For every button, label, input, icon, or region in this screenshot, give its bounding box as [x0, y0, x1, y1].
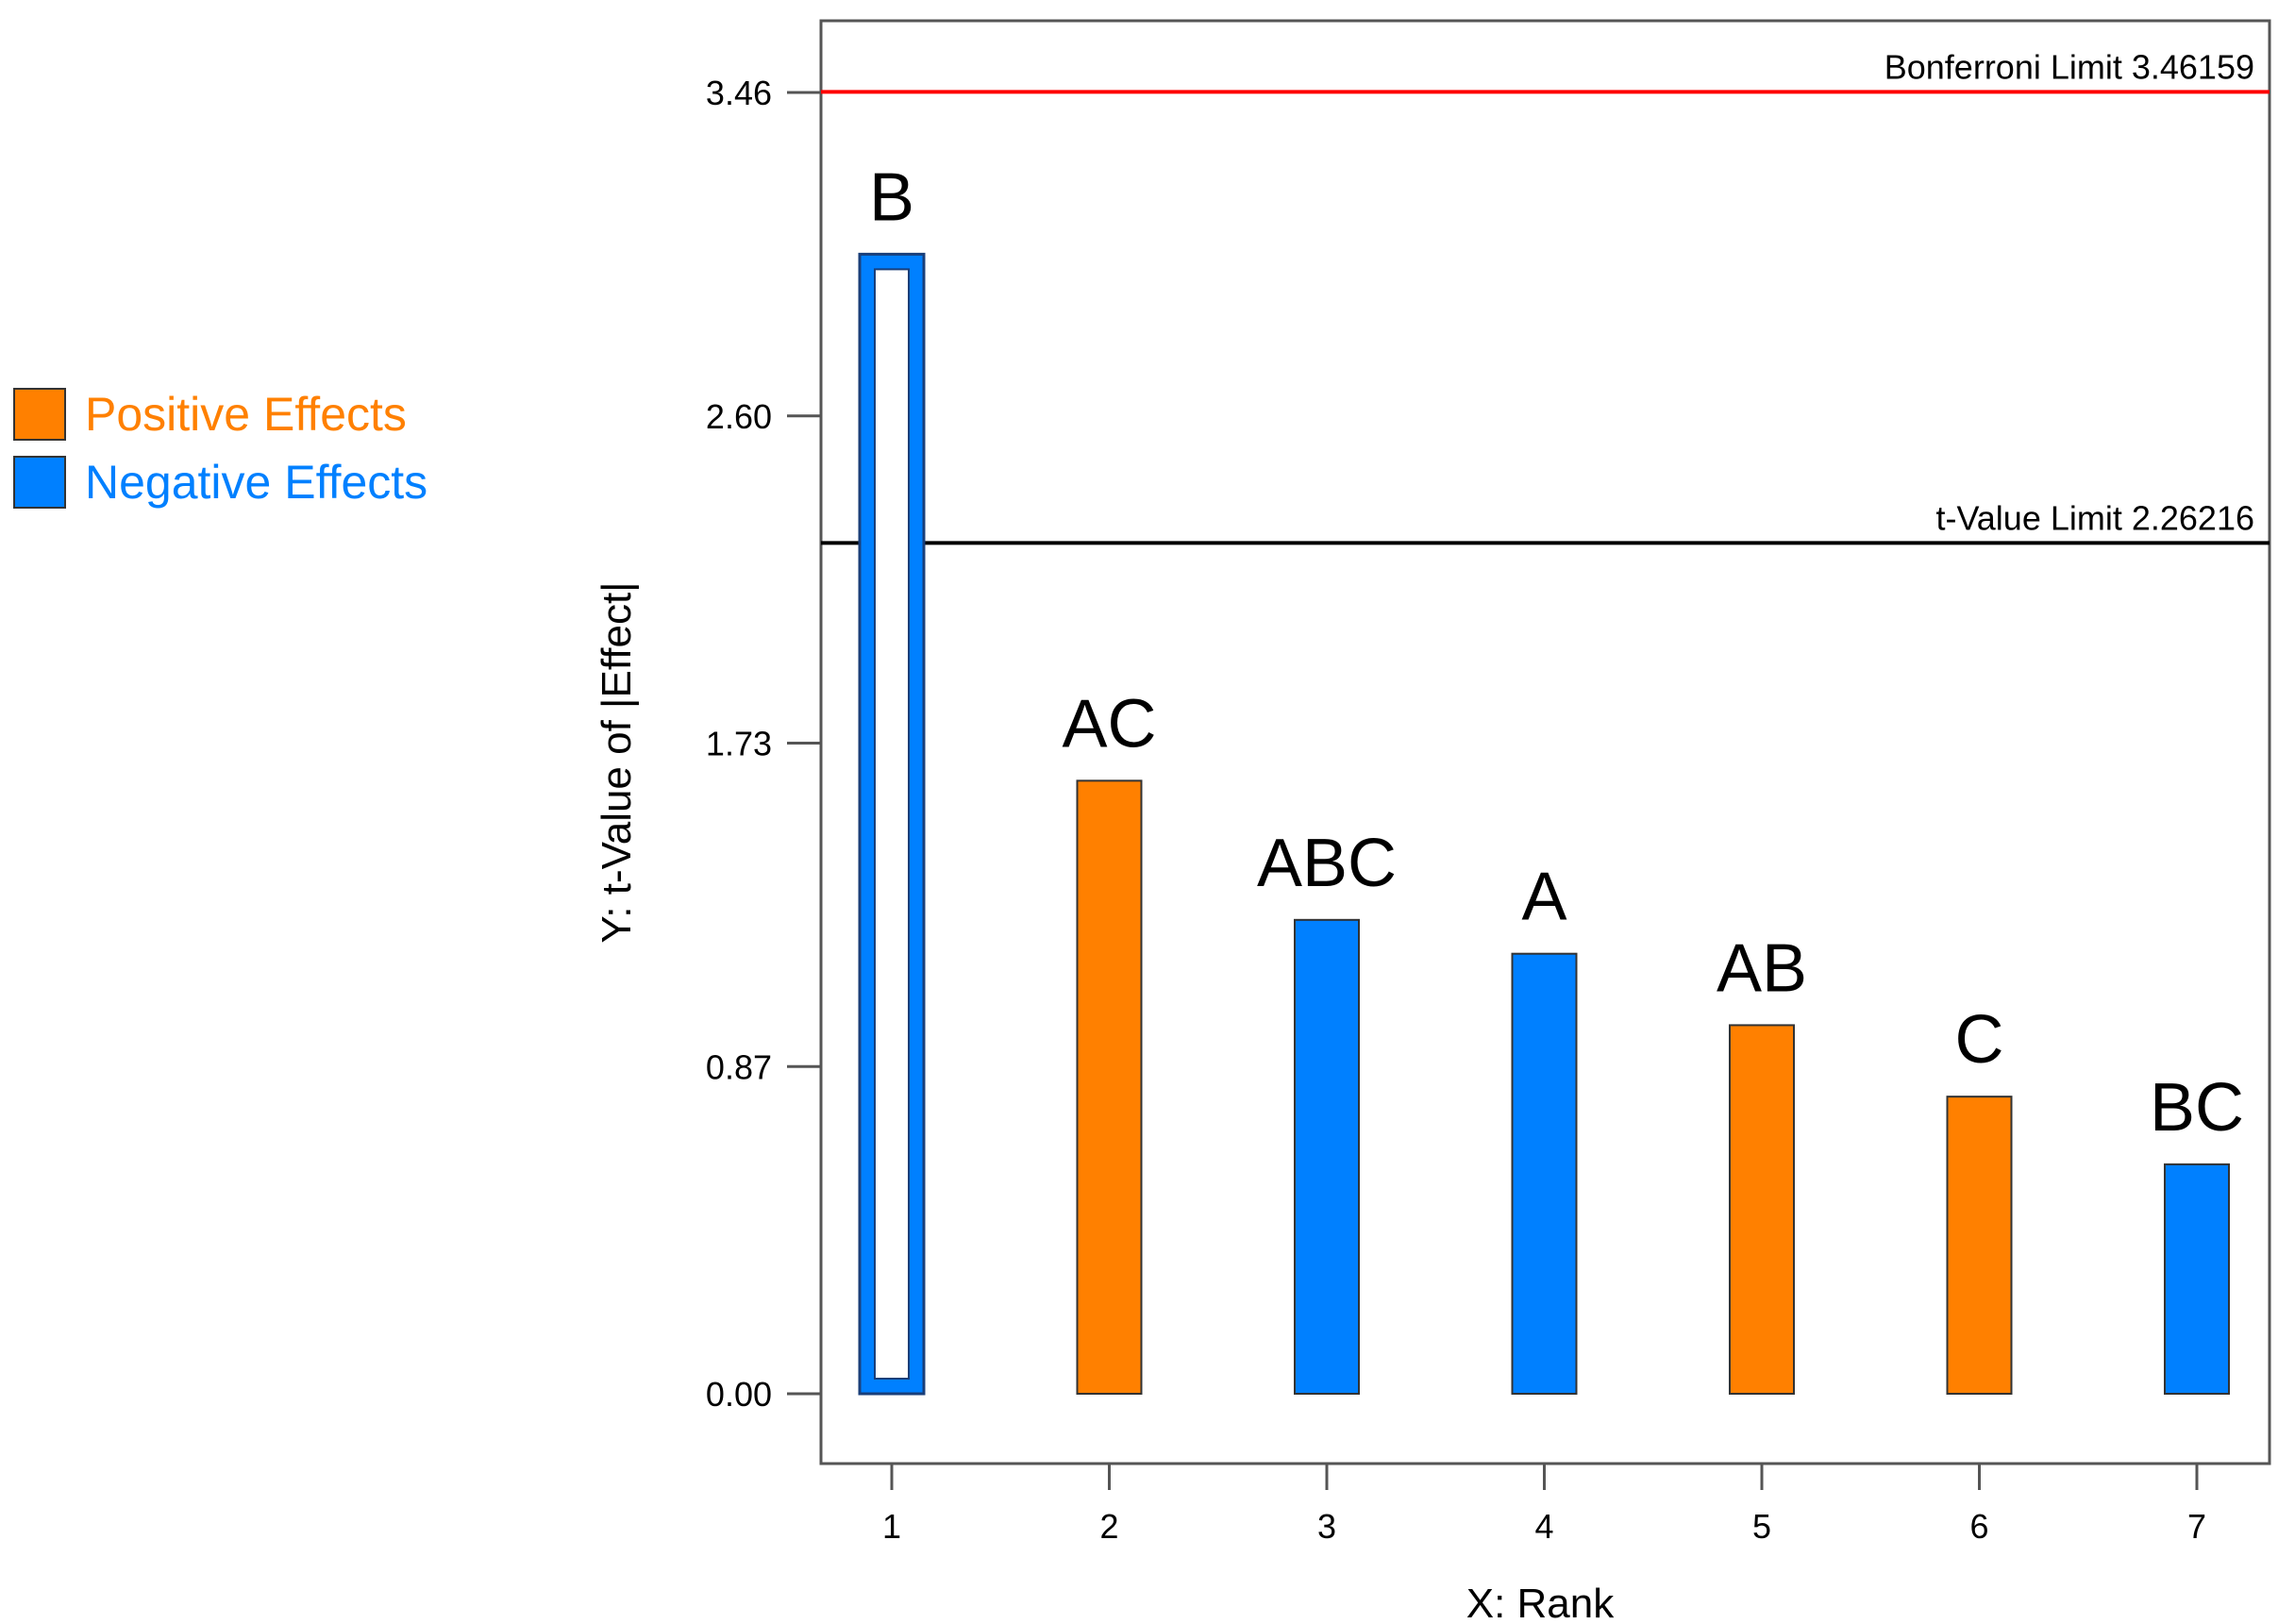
bar-b-highlight	[874, 268, 910, 1380]
bar-ac	[1076, 779, 1143, 1395]
bar-ab	[1729, 1024, 1795, 1395]
bar-c-label: C	[1955, 1002, 2004, 1078]
bar-ab-label: AB	[1717, 930, 1807, 1006]
x-tick-label: 6	[1969, 1507, 1988, 1546]
x-axis-title: X: Rank	[1466, 1581, 1616, 1624]
x-tick-label: 5	[1752, 1507, 1771, 1546]
bar-c	[1946, 1096, 2013, 1395]
positive-swatch	[13, 388, 66, 441]
x-tick-label: 1	[882, 1507, 901, 1546]
y-tick-label: 3.46	[706, 74, 772, 112]
negative-swatch	[13, 456, 66, 509]
y-tick-label: 1.73	[706, 725, 772, 763]
bar-a	[1511, 952, 1578, 1395]
x-tick-label: 3	[1317, 1507, 1336, 1546]
bar-b	[858, 252, 926, 1396]
x-tick-label: 4	[1534, 1507, 1553, 1546]
legend: Positive Effects Negative Effects	[13, 385, 427, 521]
legend-label-negative: Negative Effects	[85, 456, 428, 509]
y-tick-label: 0.00	[706, 1375, 772, 1414]
bar-ac-label: AC	[1062, 686, 1156, 762]
y-tick-label: 2.60	[706, 397, 772, 436]
bonferroni-limit-label: Bonferroni Limit 3.46159	[1884, 47, 2254, 86]
bar-a-label: A	[1521, 860, 1566, 935]
bar-abc-label: ABC	[1257, 826, 1397, 901]
legend-item-negative: Negative Effects	[13, 453, 427, 511]
bar-bc-label: BC	[2150, 1070, 2244, 1146]
x-tick-label: 2	[1099, 1507, 1118, 1546]
legend-item-positive: Positive Effects	[13, 385, 427, 444]
y-axis-title: Y: t-Value of |Effect|	[594, 581, 640, 943]
bar-abc	[1294, 918, 1360, 1395]
bar-bc	[2164, 1163, 2230, 1395]
bar-b-label: B	[869, 159, 914, 235]
t-value-limit-label: t-Value Limit 2.26216	[1935, 498, 2254, 537]
x-tick-label: 7	[2187, 1507, 2206, 1546]
legend-label-positive: Positive Effects	[85, 388, 407, 441]
y-tick-label: 0.87	[706, 1047, 772, 1086]
